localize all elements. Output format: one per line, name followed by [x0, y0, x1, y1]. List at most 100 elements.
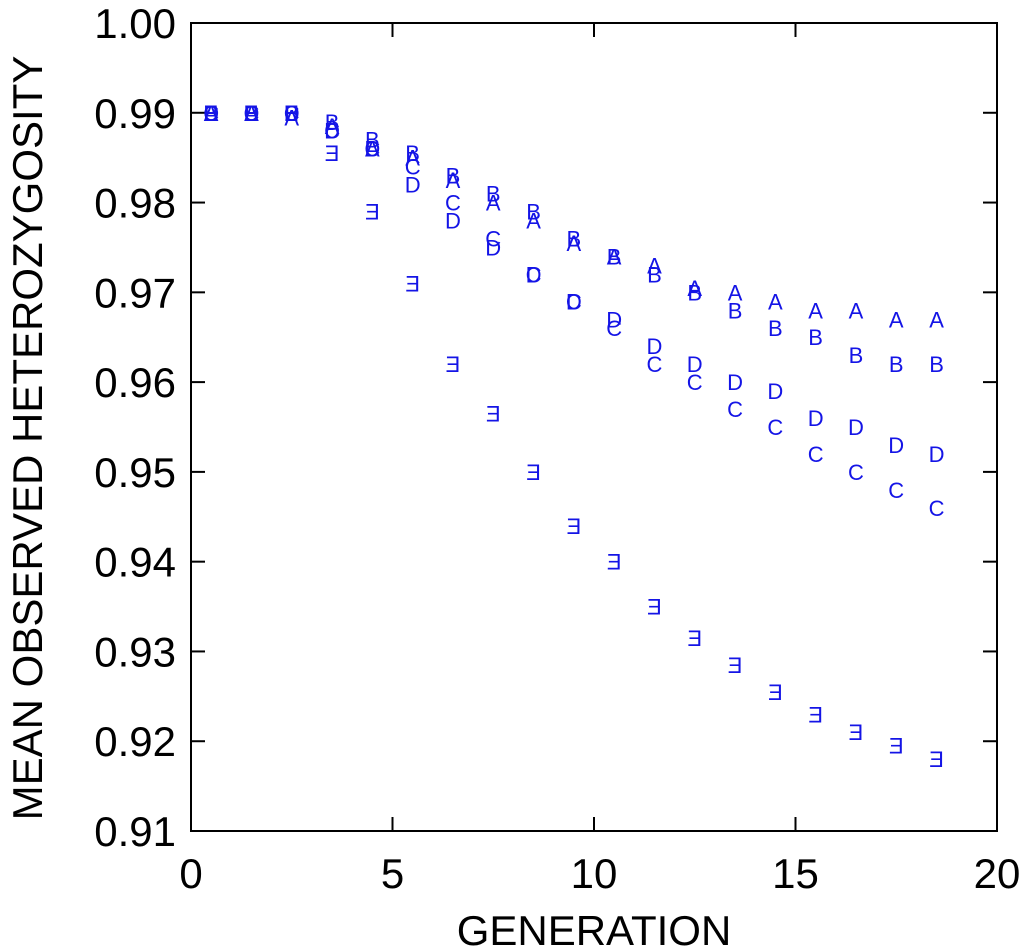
point-b: B	[486, 182, 501, 207]
point-e: E	[446, 352, 461, 377]
point-c: C	[364, 137, 380, 162]
point-b: B	[607, 244, 622, 269]
point-b: B	[446, 164, 461, 189]
y-tick-label: 0.97	[94, 269, 176, 316]
point-e: E	[204, 101, 219, 126]
point-a: A	[768, 289, 783, 314]
point-e: E	[728, 653, 743, 678]
point-c: C	[526, 262, 542, 287]
point-d: D	[526, 262, 542, 287]
y-axis-label: MEAN OBSERVED HETEROZYGOSITY	[4, 56, 51, 821]
point-d: D	[647, 334, 663, 359]
y-tick-label: 0.94	[94, 539, 176, 586]
point-e: E	[325, 141, 340, 166]
point-b: B	[284, 101, 299, 126]
point-a: A	[929, 307, 944, 332]
point-e: E	[768, 680, 783, 705]
x-tick-label: 0	[179, 850, 202, 897]
point-a: A	[284, 105, 299, 130]
point-e: E	[284, 101, 299, 126]
point-b: B	[728, 298, 743, 323]
point-d: D	[848, 415, 864, 440]
point-b: B	[889, 352, 904, 377]
point-d: D	[405, 173, 421, 198]
point-c: C	[566, 289, 582, 314]
point-a: A	[687, 276, 702, 301]
point-a: A	[244, 101, 259, 126]
point-d: D	[244, 101, 260, 126]
point-a: A	[365, 137, 380, 162]
point-b: B	[365, 128, 380, 153]
plot-area-frame	[190, 22, 998, 832]
point-b: B	[929, 352, 944, 377]
point-b: B	[808, 325, 823, 350]
point-d: D	[888, 433, 904, 458]
x-axis-label: GENERATION	[457, 907, 732, 952]
point-d: D	[203, 101, 219, 126]
point-e: E	[607, 550, 622, 575]
point-d: D	[324, 119, 340, 144]
point-a: A	[567, 231, 582, 256]
y-tick-label: 0.91	[94, 808, 176, 855]
point-b: B	[768, 316, 783, 341]
point-b: B	[647, 262, 662, 287]
point-b: B	[325, 110, 340, 135]
y-tick-label: 1.00	[94, 0, 176, 47]
point-c: C	[929, 496, 945, 521]
point-e: E	[244, 101, 259, 126]
point-e: E	[405, 271, 420, 296]
point-a: A	[325, 114, 340, 139]
point-a: A	[728, 280, 743, 305]
point-d: D	[485, 235, 501, 260]
x-tick-label: 10	[571, 850, 618, 897]
point-c: C	[405, 155, 421, 180]
point-c: C	[445, 191, 461, 216]
axis-ticks	[190, 22, 998, 832]
point-c: C	[485, 226, 501, 251]
y-tick-label: 0.96	[94, 359, 176, 406]
point-a: A	[808, 298, 823, 323]
y-tick-label: 0.92	[94, 718, 176, 765]
point-b: B	[849, 343, 864, 368]
point-b: B	[405, 141, 420, 166]
point-d: D	[606, 307, 622, 332]
point-c: C	[687, 370, 703, 395]
point-c: C	[808, 442, 824, 467]
point-b: B	[244, 101, 259, 126]
point-e: E	[687, 626, 702, 651]
point-d: D	[727, 370, 743, 395]
point-e: E	[647, 595, 662, 620]
y-tick-label: 0.98	[94, 180, 176, 227]
y-tick-label: 0.99	[94, 90, 176, 137]
point-e: E	[889, 734, 904, 759]
point-d: D	[767, 379, 783, 404]
point-d: D	[566, 289, 582, 314]
point-c: C	[284, 101, 300, 126]
y-tick-label: 0.93	[94, 628, 176, 675]
point-c: C	[888, 478, 904, 503]
point-c: C	[606, 316, 622, 341]
point-d: D	[445, 209, 461, 234]
x-tick-label: 15	[772, 850, 819, 897]
point-c: C	[203, 101, 219, 126]
point-c: C	[244, 101, 260, 126]
point-a: A	[607, 244, 622, 269]
point-e: E	[567, 514, 582, 539]
point-a: A	[889, 307, 904, 332]
point-b: B	[687, 280, 702, 305]
point-e: E	[486, 402, 501, 427]
point-d: D	[284, 101, 300, 126]
point-e: E	[808, 702, 823, 727]
point-d: D	[808, 406, 824, 431]
point-a: A	[647, 253, 662, 278]
point-c: C	[647, 352, 663, 377]
point-a: A	[526, 209, 541, 234]
point-b: B	[526, 200, 541, 225]
point-d: D	[364, 137, 380, 162]
point-a: A	[486, 191, 501, 216]
x-tick-label: 20	[974, 850, 1021, 897]
point-c: C	[767, 415, 783, 440]
point-e: E	[849, 720, 864, 745]
